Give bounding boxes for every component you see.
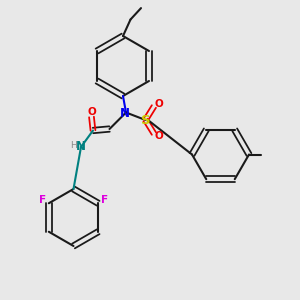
Text: O: O bbox=[87, 106, 96, 117]
Text: N: N bbox=[75, 140, 85, 153]
Text: N: N bbox=[119, 107, 130, 120]
Text: O: O bbox=[155, 131, 164, 141]
Text: S: S bbox=[141, 113, 151, 127]
Text: O: O bbox=[155, 99, 164, 109]
Text: H: H bbox=[70, 141, 77, 150]
Text: F: F bbox=[101, 195, 108, 205]
Text: F: F bbox=[39, 195, 46, 205]
